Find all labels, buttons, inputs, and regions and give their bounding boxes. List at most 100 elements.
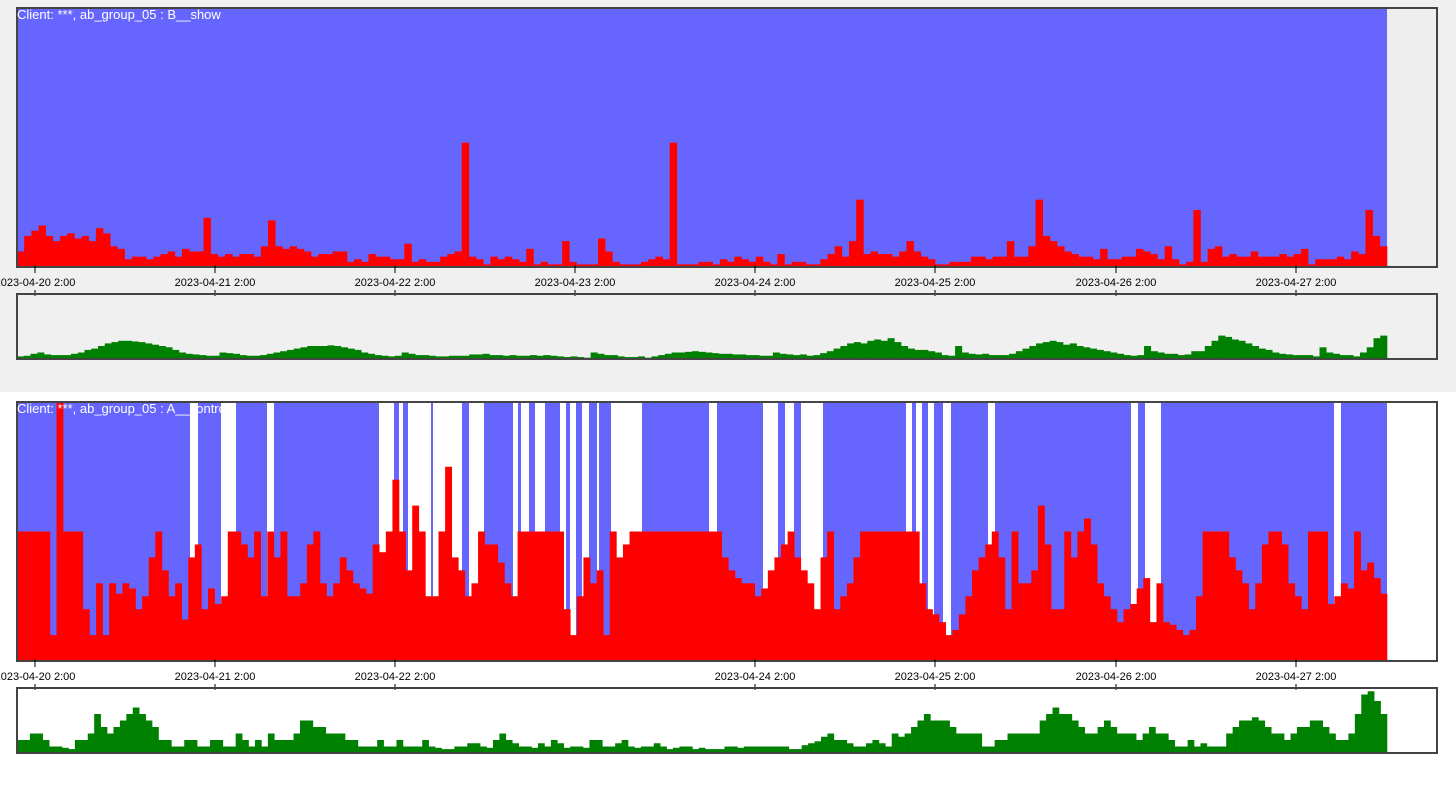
red-bar-a-control bbox=[504, 583, 512, 661]
red-bar-a-control bbox=[721, 557, 729, 661]
volume-bar-a-control bbox=[1239, 720, 1246, 753]
volume-bar-a-control bbox=[1046, 714, 1053, 753]
volume-bar-a-control bbox=[1194, 746, 1201, 753]
red-bar-a-control bbox=[945, 635, 953, 661]
red-bar-b-show bbox=[597, 238, 606, 267]
volume-bar-b-show bbox=[1333, 353, 1341, 359]
red-bar-a-control bbox=[939, 622, 947, 661]
red-bar-b-show bbox=[576, 264, 584, 267]
red-bar-a-control bbox=[787, 531, 795, 661]
volume-bar-b-show bbox=[1285, 354, 1293, 359]
volume-bar-b-show bbox=[219, 352, 227, 359]
volume-bar-a-control bbox=[718, 749, 725, 753]
volume-bar-a-control bbox=[583, 747, 590, 753]
volume-bar-a-control bbox=[769, 746, 777, 753]
volume-bar-b-show bbox=[786, 354, 794, 359]
red-bar-a-control bbox=[800, 570, 808, 661]
red-bar-b-show bbox=[662, 259, 671, 267]
red-bar-b-show bbox=[504, 256, 513, 267]
red-bar-b-show bbox=[554, 264, 563, 267]
red-bar-a-control bbox=[1255, 583, 1263, 661]
red-bar-a-control bbox=[583, 557, 591, 661]
red-bar-a-control bbox=[155, 531, 163, 661]
volume-bar-a-control bbox=[525, 746, 532, 753]
red-bar-b-show bbox=[232, 256, 240, 267]
volume-bar-b-show bbox=[64, 355, 72, 359]
red-bar-a-control bbox=[287, 596, 294, 661]
red-bar-b-show bbox=[1128, 256, 1137, 267]
red-bar-a-control bbox=[985, 544, 993, 661]
red-bar-b-show bbox=[612, 261, 620, 267]
red-bar-a-control bbox=[1275, 531, 1282, 661]
volume-bar-a-control bbox=[235, 733, 243, 753]
red-bar-a-control bbox=[109, 583, 117, 661]
red-bar-b-show bbox=[626, 264, 635, 267]
volume-bar-a-control bbox=[1329, 733, 1336, 753]
red-bar-b-show bbox=[81, 235, 90, 267]
volume-bar-a-control bbox=[1007, 733, 1015, 753]
red-bar-a-control bbox=[273, 557, 281, 661]
red-bar-b-show bbox=[1157, 259, 1165, 267]
volume-bar-a-control bbox=[930, 720, 938, 753]
red-bar-b-show bbox=[1092, 259, 1101, 267]
volume-bar-a-control bbox=[531, 747, 539, 753]
no-data-gap-a-control bbox=[1334, 402, 1341, 661]
volume-bar-b-show bbox=[320, 346, 328, 359]
red-bar-a-control bbox=[557, 531, 564, 661]
volume-bar-a-control bbox=[1187, 740, 1195, 753]
red-bar-b-show bbox=[368, 254, 376, 267]
volume-bar-a-control bbox=[1116, 733, 1124, 753]
volume-bar-a-control bbox=[396, 740, 404, 753]
volume-bar-a-control bbox=[1284, 740, 1291, 753]
volume-frame-b-show bbox=[16, 293, 1438, 360]
volume-bar-b-show bbox=[57, 355, 65, 359]
red-bar-b-show bbox=[1365, 210, 1373, 267]
red-bar-a-control bbox=[734, 578, 742, 661]
volume-bar-b-show bbox=[259, 355, 268, 359]
red-bar-a-control bbox=[524, 531, 532, 661]
volume-bar-a-control bbox=[923, 714, 931, 753]
red-bar-b-show bbox=[762, 261, 771, 267]
red-bar-b-show bbox=[411, 261, 419, 267]
red-bar-a-control bbox=[609, 531, 617, 661]
volume-bar-b-show bbox=[23, 355, 31, 359]
red-bar-a-control bbox=[702, 531, 709, 661]
volume-bar-a-control bbox=[428, 746, 436, 753]
red-bar-a-control bbox=[49, 635, 57, 661]
volume-bar-b-show bbox=[1373, 338, 1381, 359]
red-bar-b-show bbox=[583, 264, 592, 267]
red-bar-b-show bbox=[942, 264, 950, 267]
volume-bar-a-control bbox=[936, 720, 944, 753]
red-bar-a-control bbox=[991, 531, 999, 661]
red-bar-b-show bbox=[1014, 256, 1022, 267]
red-bar-b-show bbox=[332, 251, 341, 267]
volume-bar-a-control bbox=[274, 740, 282, 753]
red-bar-b-show bbox=[1286, 256, 1295, 267]
volume-bar-a-control bbox=[49, 746, 56, 753]
volume-bar-a-control bbox=[795, 749, 802, 753]
volume-bar-a-control bbox=[68, 749, 76, 753]
red-bar-a-control bbox=[142, 596, 150, 661]
volume-bar-b-show bbox=[266, 353, 274, 359]
red-bar-b-show bbox=[1021, 256, 1029, 267]
volume-bar-b-show bbox=[1171, 353, 1179, 359]
red-bar-b-show bbox=[1193, 210, 1201, 267]
volume-bar-b-show bbox=[590, 352, 598, 359]
red-bar-b-show bbox=[748, 261, 757, 267]
red-bar-a-control bbox=[603, 635, 611, 661]
volume-bar-b-show bbox=[1339, 355, 1347, 359]
red-bar-b-show bbox=[533, 264, 541, 267]
red-bar-b-show bbox=[705, 261, 714, 267]
red-bar-a-control bbox=[1373, 578, 1381, 661]
red-bar-a-control bbox=[1090, 544, 1098, 661]
volume-bar-b-show bbox=[1103, 351, 1111, 359]
volume-bar-b-show bbox=[1204, 346, 1212, 359]
red-bar-b-show bbox=[1107, 259, 1115, 267]
volume-bar-b-show bbox=[246, 355, 254, 359]
volume-bar-b-show bbox=[739, 354, 747, 359]
volume-bar-b-show bbox=[502, 355, 510, 359]
x-tick-label-b-show: 2023-04-27 2:00 bbox=[1256, 277, 1337, 289]
volume-bar-b-show bbox=[462, 355, 470, 359]
red-bar-b-show bbox=[1100, 248, 1108, 267]
red-bar-b-show bbox=[425, 261, 434, 267]
